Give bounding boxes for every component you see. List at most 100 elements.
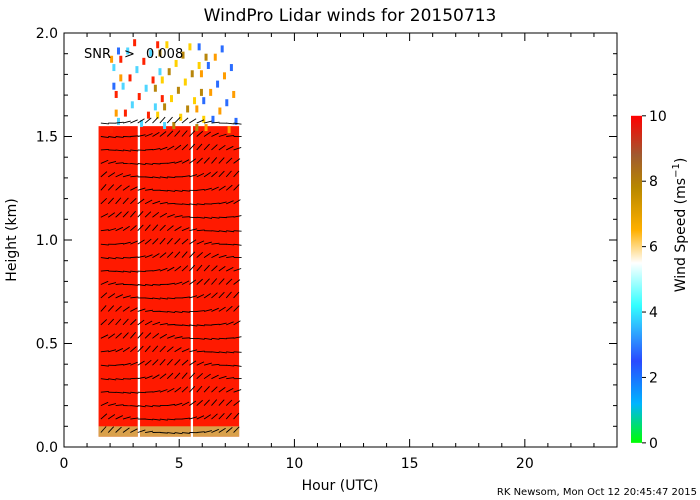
wind-barb	[137, 239, 145, 245]
wind-barb	[233, 243, 242, 246]
wind-barb	[196, 172, 205, 178]
snr-symbol: >	[124, 47, 135, 62]
wind-barb	[137, 345, 144, 353]
sparse-return	[216, 80, 220, 88]
wind-barb	[196, 373, 203, 380]
wind-barb	[122, 174, 131, 178]
x-tick-label: 20	[516, 456, 534, 472]
wind-barb	[100, 122, 109, 125]
wind-barb	[181, 227, 190, 232]
wind-barb	[100, 350, 109, 353]
wind-barb	[144, 211, 152, 218]
wind-barb	[152, 147, 161, 151]
wind-barb	[226, 230, 235, 233]
wind-barb	[211, 323, 220, 326]
wind-barb	[233, 320, 241, 326]
y-tick-label: 1.5	[36, 130, 58, 146]
wind-barb	[122, 347, 130, 353]
wind-barb	[233, 230, 242, 232]
wind-barb	[196, 278, 203, 285]
wind-barb	[122, 120, 131, 124]
colorbar-tick-label: 2	[649, 370, 658, 386]
wind-barb	[100, 413, 108, 420]
wind-barb	[189, 264, 196, 272]
wind-barb	[100, 364, 109, 367]
sparse-return	[225, 99, 229, 107]
wind-barb	[115, 162, 124, 164]
wind-barb	[100, 319, 108, 326]
wind-barb	[115, 332, 122, 339]
wind-barb	[189, 143, 196, 151]
wind-barb	[115, 184, 122, 191]
coverage-block-1	[98, 126, 138, 437]
wind-barb	[203, 362, 212, 366]
wind-barb	[152, 418, 161, 421]
wind-barb	[189, 372, 196, 379]
x-tick-label: 15	[401, 456, 419, 472]
wind-barb	[203, 264, 210, 272]
wind-barb	[218, 157, 225, 164]
wind-barb	[115, 426, 122, 433]
wind-barb	[181, 348, 190, 353]
wind-barb	[107, 293, 116, 299]
wind-barb	[137, 405, 146, 408]
wind-barb	[196, 188, 205, 191]
wind-barb	[115, 197, 122, 205]
sparse-return	[179, 113, 183, 121]
wind-barb	[144, 199, 153, 205]
wind-barb	[218, 201, 227, 205]
colorbar-tick-label: 0	[649, 436, 658, 452]
wind-barb	[152, 405, 161, 407]
sparse-return	[204, 53, 208, 61]
sparse-return	[153, 84, 157, 92]
wind-barb	[166, 237, 173, 245]
wind-barb	[174, 238, 181, 245]
wind-barb	[159, 333, 167, 339]
wind-barb	[130, 186, 138, 191]
wind-barb	[189, 174, 198, 178]
sparse-return	[204, 124, 208, 132]
wind-barb	[211, 307, 219, 312]
wind-barb	[159, 432, 168, 434]
wind-barb	[159, 189, 168, 192]
wind-barb	[203, 131, 211, 137]
wind-barb	[203, 157, 210, 164]
surface-layer-1	[98, 426, 138, 437]
sparse-return	[160, 76, 164, 84]
wind-barb	[189, 400, 197, 406]
wind-barb	[107, 184, 115, 191]
wind-barb	[115, 404, 124, 407]
wind-barb	[174, 281, 183, 285]
wind-barb	[181, 203, 190, 206]
wind-barb	[196, 229, 205, 232]
wind-barb	[152, 284, 161, 286]
colorbar-label: Wind Speed (ms−1)	[671, 158, 689, 293]
wind-barb	[203, 143, 210, 151]
sparse-return	[169, 95, 173, 103]
wind-barb	[174, 215, 183, 218]
wind-barb	[159, 322, 168, 326]
wind-barb	[100, 243, 109, 246]
sparse-return	[110, 55, 114, 63]
wind-barb	[233, 389, 242, 393]
wind-barb	[152, 176, 161, 179]
wind-barb	[108, 282, 117, 285]
wind-barb	[233, 268, 242, 272]
wind-barb	[218, 278, 225, 285]
x-axis-label: Hour (UTC)	[302, 478, 379, 494]
wind-barb	[211, 278, 218, 285]
wind-barb	[196, 251, 204, 258]
wind-barb	[144, 332, 152, 339]
wind-barb	[218, 133, 227, 137]
wind-barb	[145, 297, 154, 300]
wind-barb	[181, 189, 190, 192]
wind-barb	[100, 171, 108, 178]
sparse-return	[234, 117, 238, 125]
wind-barb	[122, 270, 131, 273]
wind-barb	[174, 432, 183, 435]
sparse-return	[222, 72, 226, 80]
wind-barb	[144, 238, 152, 245]
wind-barb	[152, 238, 159, 245]
wind-barb	[159, 267, 168, 272]
